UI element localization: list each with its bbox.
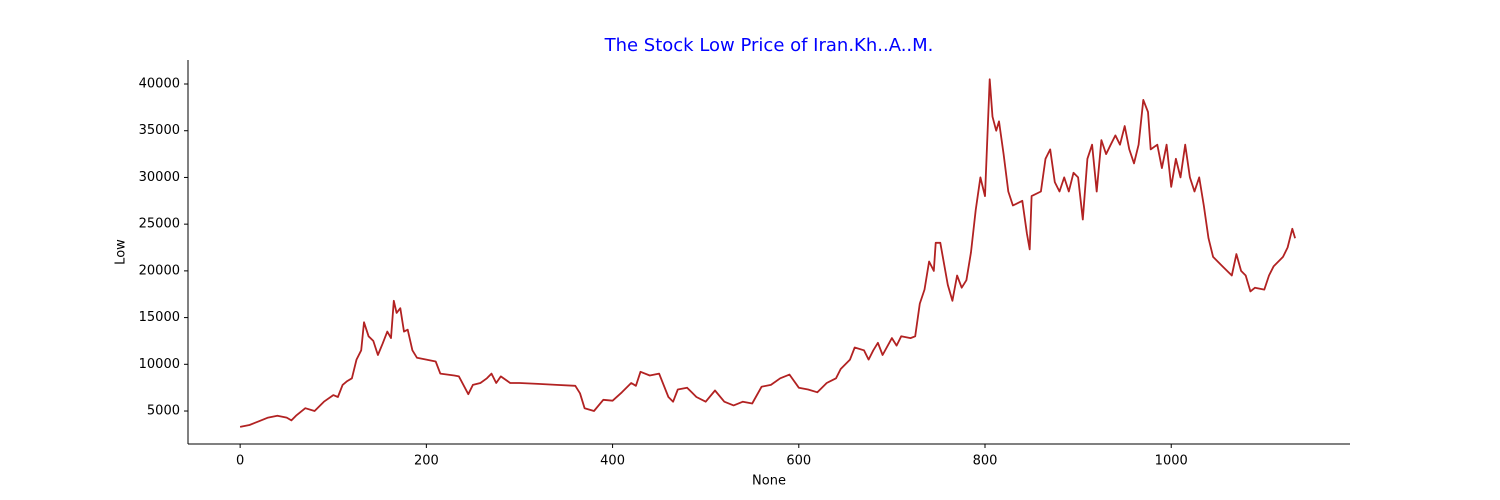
y-tick-label: 25000 <box>139 217 180 232</box>
x-tick-label: 200 <box>414 454 439 469</box>
price-line <box>239 78 1296 428</box>
y-tick-label: 30000 <box>139 170 180 185</box>
y-tick-label: 20000 <box>139 263 180 278</box>
x-tick-label: 1000 <box>1155 454 1188 469</box>
y-tick-label: 35000 <box>139 123 180 138</box>
x-tick-label: 0 <box>236 454 244 469</box>
x-axis-label: None <box>752 474 786 489</box>
x-tick-label: 400 <box>600 454 625 469</box>
y-tick-label: 10000 <box>139 357 180 372</box>
y-tick-label: 15000 <box>139 310 180 325</box>
y-tick-label: 40000 <box>139 77 180 92</box>
x-tick-label: 800 <box>973 454 998 469</box>
y-tick-label: 5000 <box>147 404 180 419</box>
x-tick-label: 600 <box>786 454 811 469</box>
chart-title: The Stock Low Price of Iran.Kh..A..M. <box>604 35 934 56</box>
y-axis-label: Low <box>114 239 129 265</box>
